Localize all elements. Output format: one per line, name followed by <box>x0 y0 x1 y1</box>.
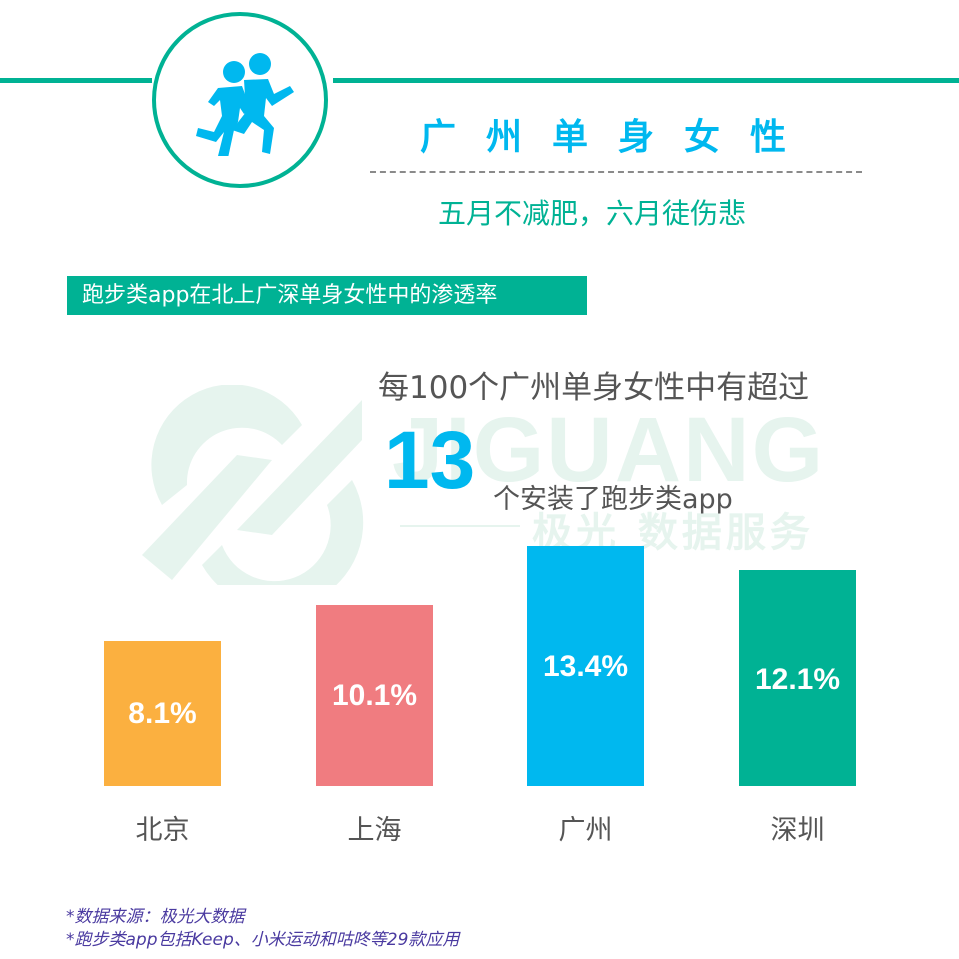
header-icon-circle <box>152 12 328 188</box>
page-subtitle: 五月不减肥，六月徒伤悲 <box>438 197 747 230</box>
bar-value: 13.4% <box>542 650 629 683</box>
runners-icon <box>196 53 294 156</box>
page-title: 广州单身女性 <box>420 117 817 158</box>
watermark-rule <box>400 525 520 527</box>
header-rule-right <box>333 78 959 83</box>
header-rule-left <box>0 78 152 83</box>
bar-beijing: 8.1% <box>104 641 221 786</box>
category-label: 广州 <box>558 815 613 846</box>
title-divider <box>370 171 862 173</box>
watermark-text: JIGUANG <box>392 399 826 501</box>
bar-shanghai: 10.1% <box>316 605 433 786</box>
bar-guangzhou: 13.4% <box>527 546 644 786</box>
section-tag: 跑步类app在北上广深单身女性中的渗透率 <box>67 276 587 315</box>
category-label: 北京 <box>135 815 190 846</box>
bar-value: 12.1% <box>754 663 841 696</box>
highlight-suffix: 个安装了跑步类app <box>493 484 733 515</box>
jiguang-logo-icon <box>142 385 364 585</box>
bar-value: 10.1% <box>331 679 418 712</box>
bar-value: 8.1% <box>128 697 197 730</box>
category-label: 上海 <box>347 815 402 846</box>
footnote-source: *数据来源：极光大数据 <box>66 907 245 927</box>
footnote-apps: *跑步类app包括Keep、小米运动和咕咚等29款应用 <box>66 930 460 950</box>
bar-shenzhen: 12.1% <box>739 570 856 786</box>
highlight-lead: 每100个广州单身女性中有超过 <box>378 370 810 406</box>
highlight-number: 13 <box>384 415 476 506</box>
category-label: 深圳 <box>770 815 825 846</box>
